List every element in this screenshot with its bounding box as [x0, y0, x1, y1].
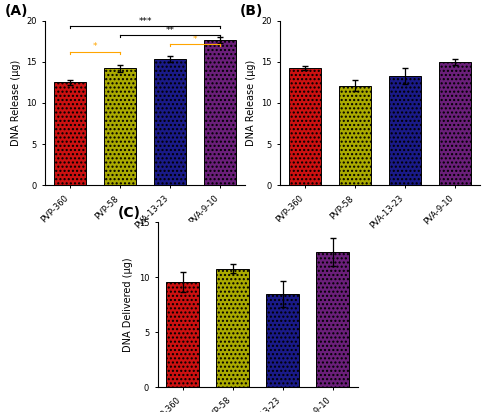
- Bar: [439, 62, 471, 185]
- Text: ***: ***: [138, 17, 152, 26]
- Y-axis label: DNA Release (μg): DNA Release (μg): [246, 60, 256, 146]
- Bar: [204, 40, 236, 185]
- Text: (A): (A): [5, 4, 28, 18]
- Y-axis label: DNA Release (μg): DNA Release (μg): [10, 60, 20, 146]
- Text: (C): (C): [118, 206, 141, 220]
- Y-axis label: DNA Delivered (μg): DNA Delivered (μg): [123, 258, 133, 352]
- Text: (B): (B): [240, 4, 264, 18]
- Bar: [166, 282, 199, 387]
- Text: *: *: [193, 35, 197, 44]
- Bar: [216, 269, 249, 387]
- Bar: [389, 76, 421, 185]
- Bar: [266, 294, 299, 387]
- Bar: [339, 86, 371, 185]
- Bar: [154, 59, 186, 185]
- Text: *: *: [93, 42, 97, 52]
- Bar: [104, 68, 136, 185]
- Text: **: **: [166, 26, 174, 35]
- Bar: [289, 68, 321, 185]
- Bar: [54, 82, 86, 185]
- Bar: [316, 252, 349, 387]
